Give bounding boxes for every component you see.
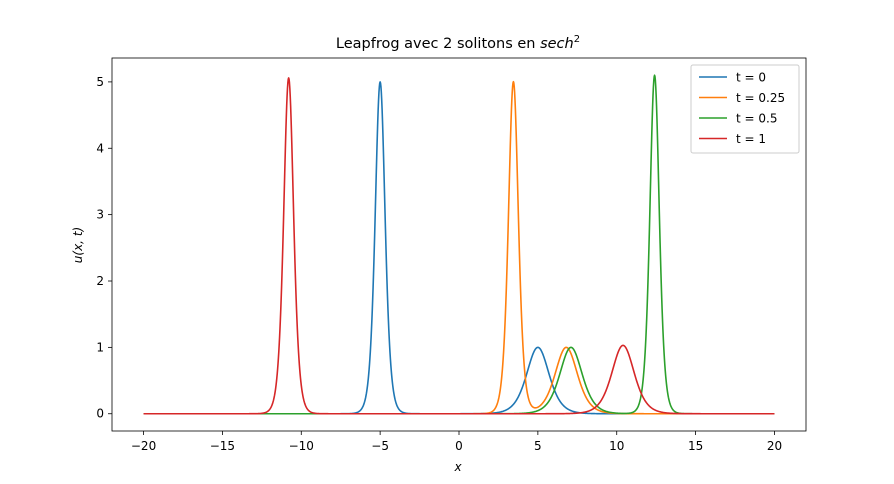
chart-title-math: sech xyxy=(540,36,574,52)
chart-title: Leapfrog avec 2 solitons en sech2 xyxy=(336,34,580,52)
y-tick-label: 0 xyxy=(96,407,104,421)
legend-label: t = 0 xyxy=(736,71,766,85)
series-line-4 xyxy=(143,77,775,415)
x-tick-label: 5 xyxy=(534,439,542,453)
x-tick-label: 10 xyxy=(609,439,624,453)
x-tick-label: −15 xyxy=(210,439,235,453)
plot-area xyxy=(111,57,807,432)
x-tick-label: −20 xyxy=(131,439,156,453)
x-tick-label: −10 xyxy=(289,439,314,453)
y-tick-label: 3 xyxy=(96,208,104,222)
x-tick-label: 15 xyxy=(688,439,703,453)
y-tick-label: 5 xyxy=(96,75,104,89)
chart-title-superscript: 2 xyxy=(574,34,580,45)
series-layer xyxy=(143,74,775,415)
x-tick-label: 0 xyxy=(455,439,463,453)
x-tick-label: −5 xyxy=(371,439,389,453)
y-tick-label: 4 xyxy=(96,141,104,155)
x-axis-label: x xyxy=(453,460,462,474)
legend-label: t = 1 xyxy=(736,132,766,146)
chart-title-text: Leapfrog avec 2 solitons en xyxy=(336,36,540,52)
y-axis-ticks: 0 1 2 3 4 5 xyxy=(96,75,112,421)
legend: t = 0 t = 0.25 t = 0.5 t = 1 xyxy=(690,64,800,154)
legend-label: t = 0.5 xyxy=(736,112,777,126)
legend-label: t = 0.25 xyxy=(736,91,785,105)
y-tick-label: 2 xyxy=(96,274,104,288)
legend-frame xyxy=(690,64,800,154)
y-axis-label: u(x, t) xyxy=(71,227,85,263)
legend-entries: t = 0 t = 0.25 t = 0.5 t = 1 xyxy=(699,71,785,146)
x-tick-label: 20 xyxy=(767,439,782,453)
plot-background xyxy=(112,58,806,431)
x-axis-ticks: −20 −15 −10 −5 0 5 10 15 20 xyxy=(131,431,782,453)
y-tick-label: 1 xyxy=(96,340,104,354)
